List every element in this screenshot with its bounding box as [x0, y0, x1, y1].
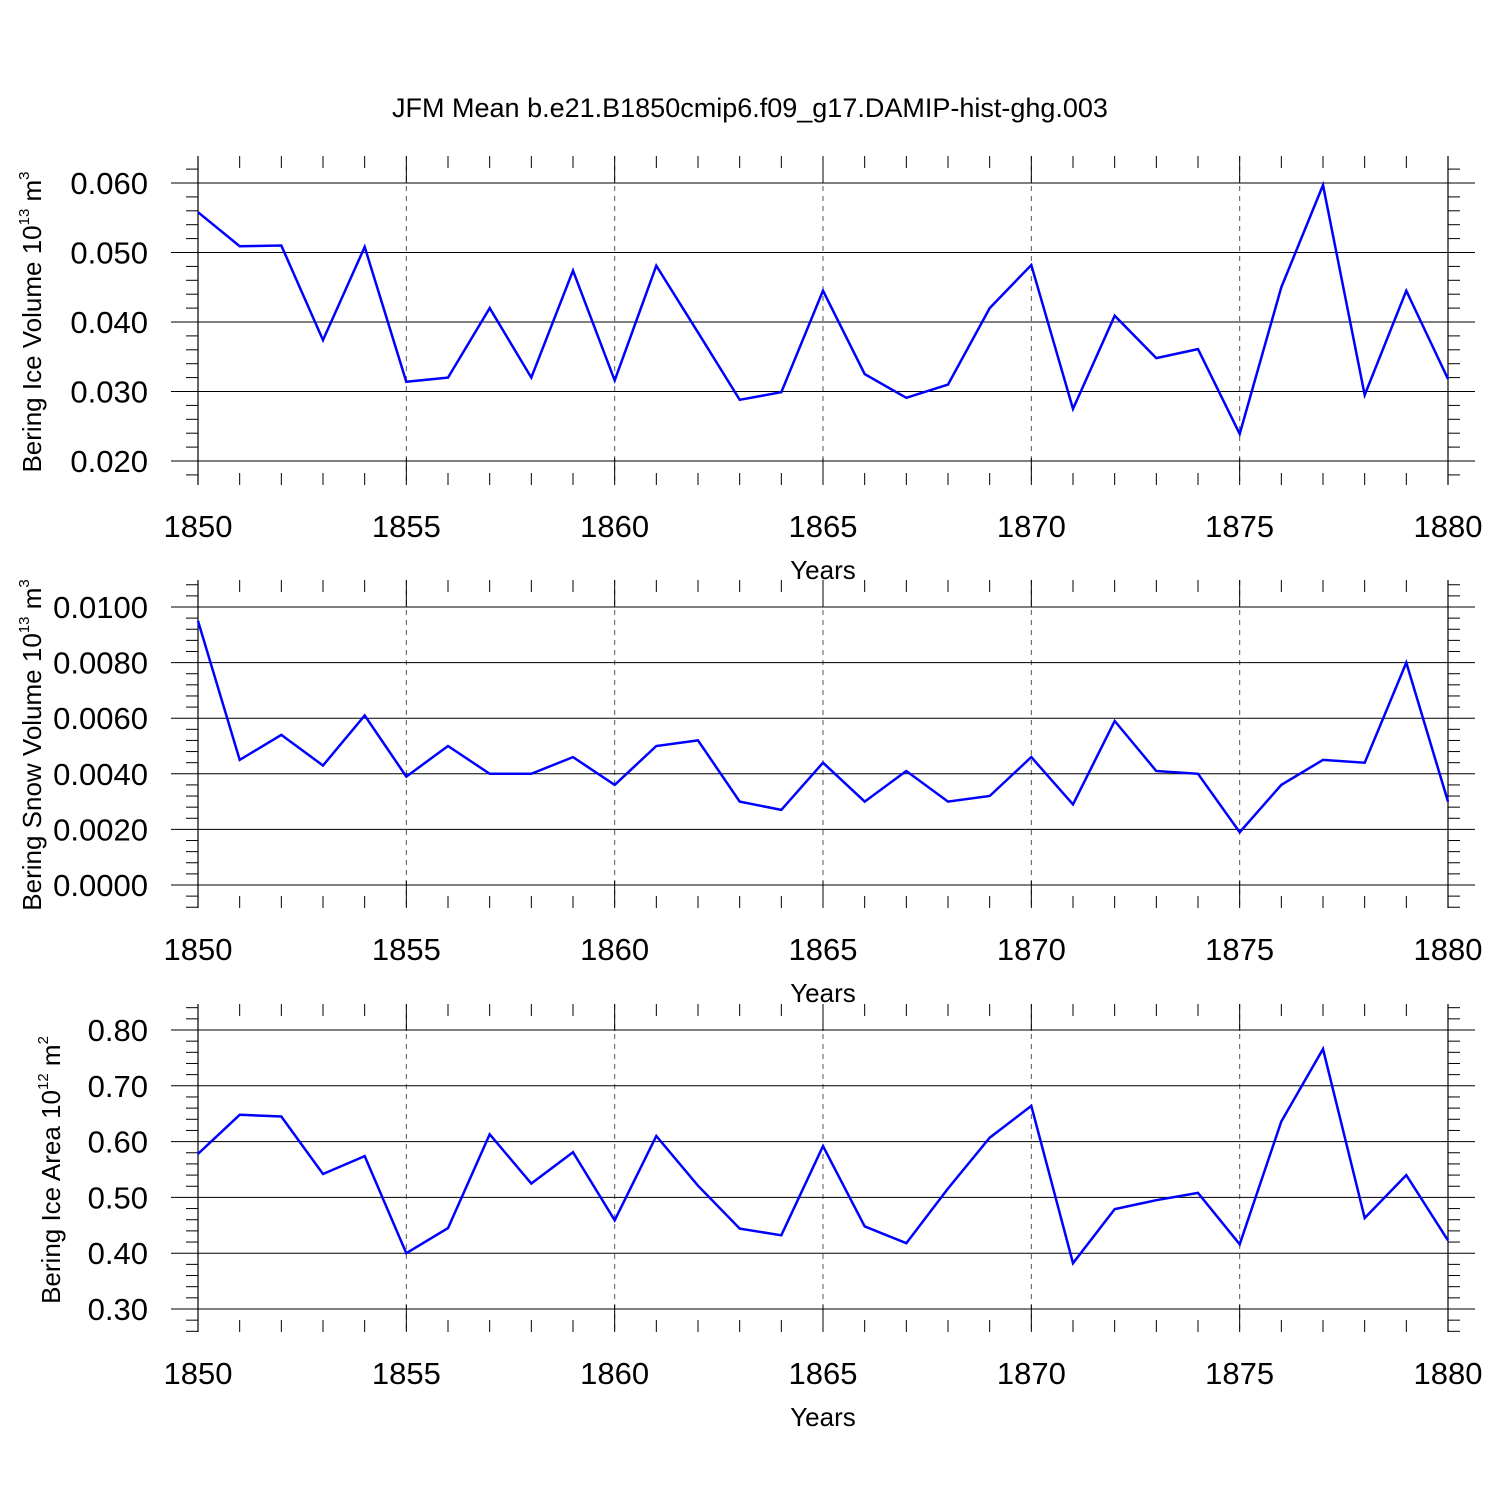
- x-tick-label: 1870: [997, 932, 1066, 967]
- y-axis-label-exponent: 13: [16, 617, 33, 634]
- x-tick-label: 1850: [164, 932, 233, 967]
- y-axis-label: Bering Ice Area 1012 m2: [35, 1036, 66, 1304]
- y-axis-label-unit-exponent: 3: [16, 579, 33, 587]
- chart-panel-2: 0.0000 0.0020 0.0040 0.0060 0.0080 0.0100 1850…: [16, 579, 1482, 1008]
- x-tick-label: 1875: [1205, 1356, 1274, 1391]
- y-tick-label: 0.020: [70, 444, 148, 479]
- x-tick-label: 1870: [997, 1356, 1066, 1391]
- series-line: [197, 180, 1450, 438]
- y-axis-label-text: Bering Ice Area 10: [36, 1090, 66, 1304]
- x-tick-label: 1855: [372, 509, 441, 544]
- series-line: [197, 1045, 1450, 1266]
- x-tick-label: 1875: [1205, 932, 1274, 967]
- y-tick-label: 0.70: [88, 1069, 148, 1104]
- x-tick-label: 1875: [1205, 509, 1274, 544]
- x-tick-label: 1850: [164, 509, 233, 544]
- y-tick-label: 0.30: [88, 1292, 148, 1327]
- series-line: [196, 620, 1450, 835]
- y-axis-label: Bering Ice Volume 1013 m3: [16, 171, 47, 472]
- y-tick-label: 0.050: [70, 236, 148, 271]
- x-tick-label: 1880: [1414, 1356, 1483, 1391]
- y-tick-label: 0.60: [88, 1125, 148, 1160]
- y-tick-label: 0.030: [70, 375, 148, 410]
- panels: 0.020 0.030 0.040 0.050 0.060 1850 1855 1860 186…: [16, 156, 1482, 1432]
- y-tick-label: 0.80: [88, 1013, 148, 1048]
- y-axis-label-unit: m: [17, 180, 47, 209]
- x-tick-label: 1870: [997, 509, 1066, 544]
- x-tick-label: 1880: [1414, 509, 1483, 544]
- chart-panel-1: 0.020 0.030 0.040 0.050 0.060 1850 1855 1860 186…: [16, 156, 1482, 585]
- y-axis-label: Bering Snow Volume 1013 m3: [16, 579, 47, 910]
- y-tick-label: 0.040: [70, 305, 148, 340]
- x-tick-label: 1880: [1414, 932, 1483, 967]
- x-tick-label: 1850: [164, 1356, 233, 1391]
- figure-title: JFM Mean b.e21.B1850cmip6.f09_g17.DAMIP-…: [392, 93, 1108, 123]
- x-axis-label: Years: [790, 978, 856, 1008]
- y-axis-label-exponent: 12: [35, 1073, 52, 1090]
- y-axis-label-exponent: 13: [16, 209, 33, 226]
- x-tick-label: 1865: [789, 1356, 858, 1391]
- y-tick-label: 0.0040: [53, 757, 148, 792]
- y-tick-label: 0.060: [70, 166, 148, 201]
- y-tick-label: 0.0080: [53, 646, 148, 681]
- x-tick-label: 1855: [372, 1356, 441, 1391]
- x-tick-label: 1865: [789, 932, 858, 967]
- y-tick-label: 0.50: [88, 1180, 148, 1215]
- x-tick-label: 1855: [372, 932, 441, 967]
- y-axis-label-unit-exponent: 3: [16, 171, 33, 179]
- x-tick-label: 1860: [580, 509, 649, 544]
- y-tick-label: 0.0060: [53, 701, 148, 736]
- x-tick-label: 1860: [580, 932, 649, 967]
- y-tick-label: 0.0100: [53, 590, 148, 625]
- y-axis-label-unit: m: [36, 1044, 66, 1073]
- y-tick-label: 0.40: [88, 1236, 148, 1271]
- x-tick-label: 1865: [789, 509, 858, 544]
- y-tick-label: 0.0020: [53, 812, 148, 847]
- chart-panel-3: 0.30 0.40 0.50 0.60 0.70 0.80 1850 1855 1860 1865…: [35, 1004, 1482, 1432]
- y-axis-label-text: Bering Snow Volume 10: [17, 633, 47, 911]
- y-tick-label: 0.0000: [53, 868, 148, 903]
- y-axis-label-text: Bering Ice Volume 10: [17, 225, 47, 472]
- x-tick-label: 1860: [580, 1356, 649, 1391]
- y-axis-label-unit: m: [17, 588, 47, 617]
- y-axis-label-unit-exponent: 2: [35, 1036, 52, 1044]
- x-axis-label: Years: [790, 1402, 856, 1432]
